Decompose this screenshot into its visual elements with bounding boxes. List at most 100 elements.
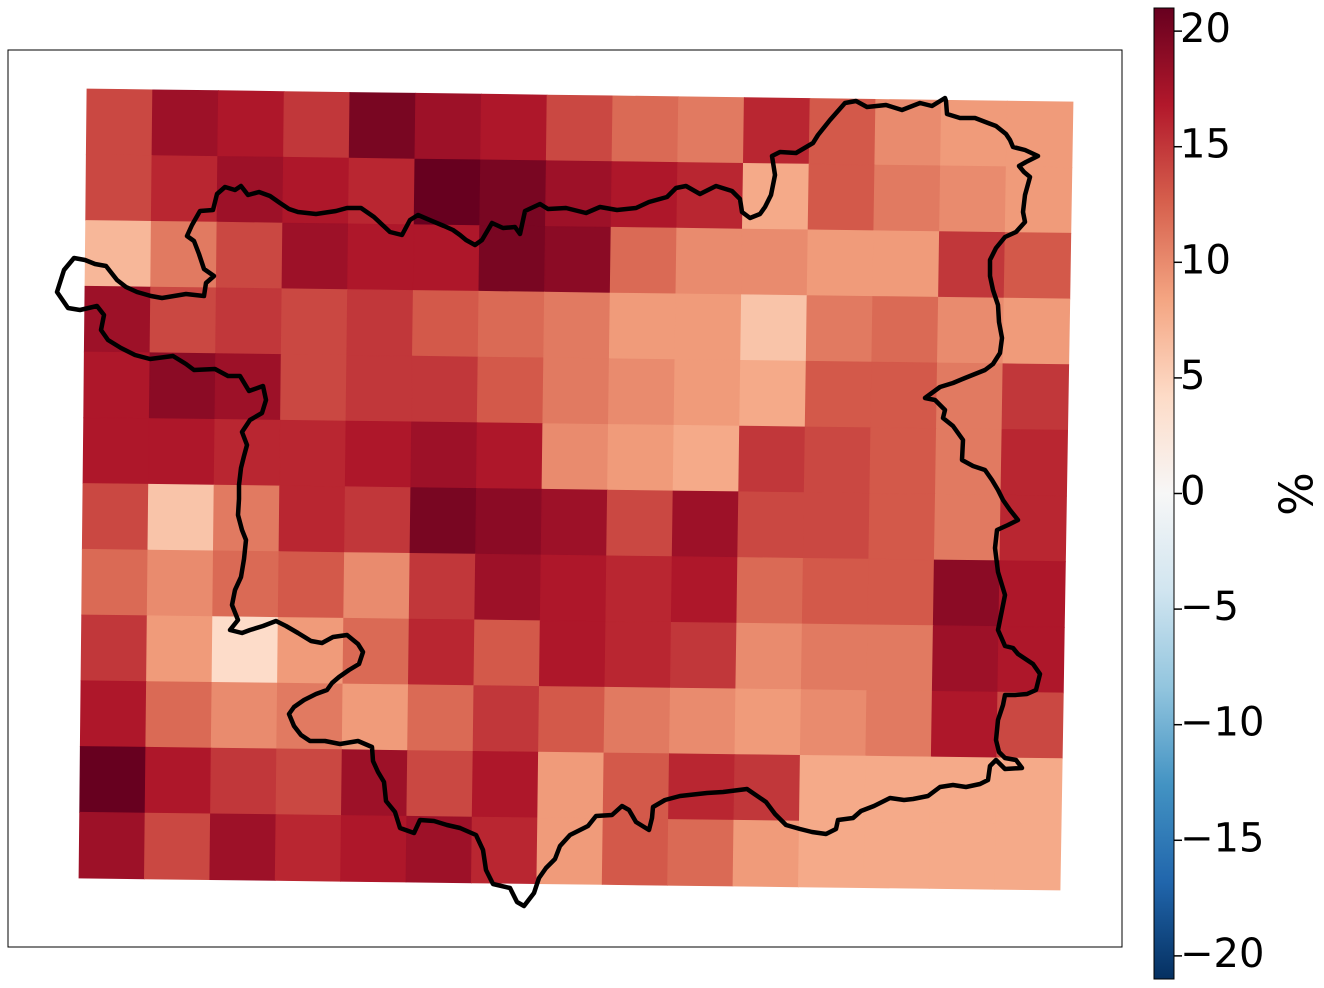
heatmap-cell xyxy=(601,818,669,886)
heatmap-cell xyxy=(869,427,937,495)
heatmap-cell xyxy=(146,549,214,618)
heatmap-cell xyxy=(1002,297,1071,366)
heatmap-cell xyxy=(603,686,671,755)
heatmap-cell xyxy=(740,294,808,362)
heatmap-cell xyxy=(144,746,212,815)
heatmap-cell xyxy=(143,812,211,881)
heatmap-cell xyxy=(805,295,874,363)
heatmap-cell xyxy=(211,616,279,684)
heatmap-cell xyxy=(412,224,481,292)
heatmap-cell xyxy=(736,557,804,625)
heatmap-cell xyxy=(217,90,285,158)
heatmap-cells xyxy=(78,88,1074,891)
heatmap-cell xyxy=(475,488,543,556)
heatmap-cell xyxy=(938,231,1006,299)
heatmap-cell xyxy=(738,425,806,494)
heatmap-cell xyxy=(799,689,868,757)
heatmap-cell xyxy=(806,229,875,297)
heatmap-cell xyxy=(540,488,608,557)
heatmap-cell xyxy=(145,681,213,749)
heatmap-cell xyxy=(606,489,674,558)
heatmap-cell xyxy=(866,624,934,692)
heatmap-cell xyxy=(414,92,482,161)
heatmap-cell xyxy=(865,690,933,758)
heatmap-cell xyxy=(737,491,805,559)
colorbar-tick-label: 15 xyxy=(1180,122,1231,168)
heatmap-cell xyxy=(275,748,343,816)
heatmap-cell xyxy=(278,485,346,554)
heatmap-cell xyxy=(930,690,999,759)
heatmap-cell xyxy=(1003,232,1072,300)
heatmap-cell xyxy=(538,686,606,754)
heatmap-cell xyxy=(605,555,673,623)
heatmap-cell xyxy=(670,556,739,624)
heatmap-cell xyxy=(344,486,412,554)
heatmap-cell xyxy=(996,691,1064,760)
heatmap-cell xyxy=(85,154,153,222)
heatmap-cell xyxy=(1004,166,1073,234)
heatmap-cell xyxy=(480,93,548,162)
heatmap-cell xyxy=(209,813,277,881)
heatmap-cell xyxy=(210,681,278,750)
heatmap-cell xyxy=(280,288,349,356)
heatmap-cell xyxy=(411,355,479,424)
heatmap-cell xyxy=(998,560,1066,628)
heatmap-cell xyxy=(543,291,611,360)
heatmap-cell xyxy=(83,285,152,354)
heatmap-cell xyxy=(868,493,936,561)
heatmap-cell xyxy=(347,157,416,226)
colorbar-unit-label: % xyxy=(1270,472,1324,516)
region-outline xyxy=(54,95,1043,909)
heatmap-cell xyxy=(281,222,349,291)
heatmap-cell xyxy=(936,296,1005,365)
heatmap-cell xyxy=(78,811,146,880)
heatmap-cell xyxy=(409,487,477,555)
heatmap-cell xyxy=(150,220,218,289)
heatmap-cell xyxy=(407,618,476,687)
heatmap-cell xyxy=(81,483,150,551)
heatmap-cell xyxy=(933,493,1002,562)
heatmap-cell xyxy=(215,221,284,290)
heatmap-cell xyxy=(408,552,477,621)
heatmap-cell xyxy=(407,684,475,752)
heatmap-cell xyxy=(274,814,342,882)
heatmap-cell xyxy=(802,492,871,560)
heatmap-cell xyxy=(210,747,278,816)
heatmap-cell xyxy=(863,821,931,889)
colorbar-tick-label: −15 xyxy=(1180,815,1264,861)
heatmap-cell xyxy=(798,754,867,823)
heatmap-cell xyxy=(864,755,932,824)
heatmap-cell xyxy=(604,621,672,689)
heatmap-cell xyxy=(672,424,741,493)
heatmap-cell xyxy=(671,490,740,558)
heatmap-cell xyxy=(81,548,149,617)
heatmap-cell xyxy=(994,823,1062,891)
heatmap-cell xyxy=(544,160,613,228)
heatmap-cell xyxy=(932,559,1001,627)
heatmap-cell xyxy=(673,359,742,427)
heatmap-cell xyxy=(807,163,876,232)
heatmap-cell xyxy=(741,228,809,297)
heatmap-cell xyxy=(479,159,547,227)
heatmap-cell xyxy=(803,426,872,494)
heatmap-cell xyxy=(475,422,544,490)
heatmap-cell xyxy=(283,91,351,159)
colorbar-tick-label: −5 xyxy=(1180,584,1239,630)
heatmap-cell xyxy=(602,752,670,820)
heatmap-cell xyxy=(544,226,612,294)
heatmap-cell xyxy=(1000,429,1069,497)
heatmap-cell xyxy=(1001,363,1070,431)
heatmap-cell xyxy=(344,420,413,489)
heatmap-cell xyxy=(867,558,935,627)
heatmap-cell xyxy=(735,622,803,691)
map-frame xyxy=(7,49,1123,948)
heatmap-cell xyxy=(80,614,148,683)
heatmap-cell xyxy=(668,687,737,756)
colorbar-tick-label: −10 xyxy=(1180,700,1264,746)
heatmap-cell xyxy=(478,225,546,293)
heatmap-cell xyxy=(280,354,348,422)
heatmap-map xyxy=(7,49,1123,948)
heatmap-cell xyxy=(940,99,1008,168)
heatmap-cell xyxy=(732,819,800,888)
heatmap-cell xyxy=(536,817,604,885)
